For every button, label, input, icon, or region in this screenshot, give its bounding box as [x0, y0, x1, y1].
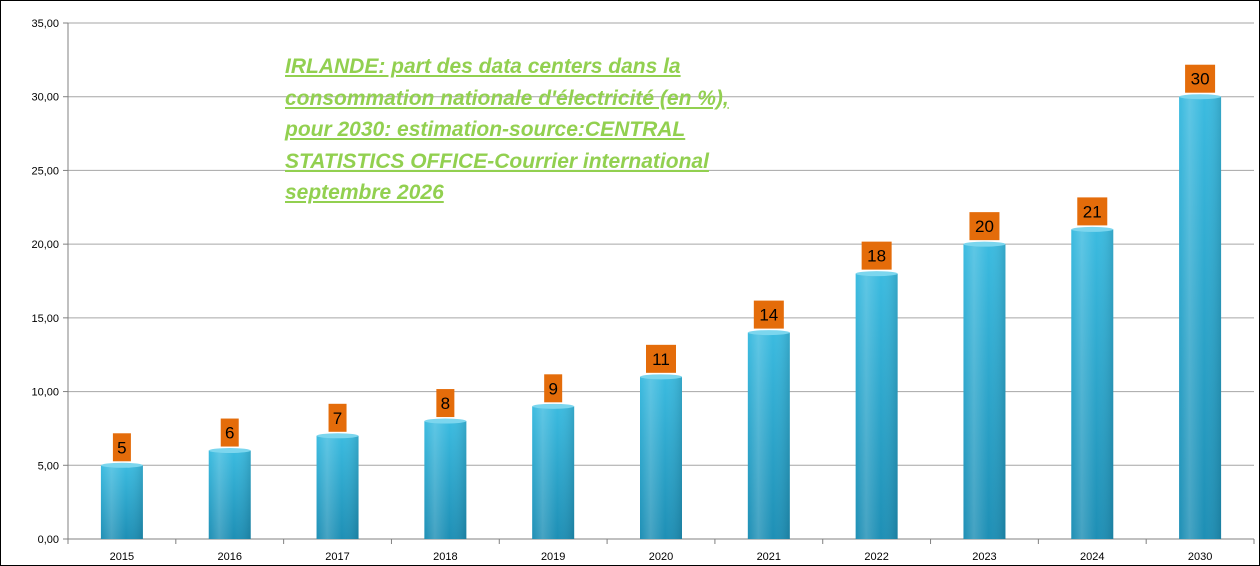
- bar-top-cap: [1071, 226, 1114, 232]
- data-label-box: [969, 212, 1000, 241]
- x-tick-label: 2017: [325, 551, 349, 563]
- bar-shading: [1179, 96, 1222, 539]
- data-label-box: [544, 374, 563, 403]
- bar-top-cap: [855, 271, 898, 277]
- y-tick-label: 35,00: [31, 18, 59, 30]
- x-tick-label: 2020: [649, 551, 673, 563]
- gridlines: [68, 22, 1254, 466]
- y-tick-label: 20,00: [31, 239, 59, 251]
- y-tick-label: 5,00: [38, 460, 59, 472]
- bar-top-cap: [963, 241, 1006, 247]
- y-tick-label: 0,00: [38, 534, 59, 546]
- chart-title: IRLANDE: part des data centers dans la c…: [285, 55, 729, 204]
- bar-shading: [855, 273, 898, 539]
- data-label: 21: [1083, 202, 1102, 221]
- data-label: 18: [867, 247, 886, 266]
- data-label: 9: [548, 379, 557, 398]
- bar-shading: [208, 450, 251, 539]
- bar-top-cap: [100, 462, 143, 468]
- y-tick-label: 25,00: [31, 165, 59, 177]
- x-tick-label: 2030: [1188, 551, 1212, 563]
- x-tick-label: 2016: [217, 551, 241, 563]
- bar-top-cap: [747, 330, 790, 336]
- data-label-box: [646, 344, 676, 373]
- y-tick-label: 30,00: [31, 92, 59, 104]
- bar-top-cap: [208, 448, 251, 454]
- bar-top-cap: [424, 418, 467, 424]
- x-tick-label: 2024: [1080, 551, 1104, 563]
- bar-top-cap: [316, 433, 359, 439]
- bar-top-cap: [640, 374, 682, 380]
- bar-shading: [100, 465, 143, 539]
- y-axis-tick-labels: 0,00 5,00 10,00 15,00 20,00 25,00 30,00 35,00: [31, 18, 59, 546]
- bar-shading: [1071, 229, 1114, 539]
- x-tick-label: 2019: [541, 551, 565, 563]
- data-label-box: [861, 241, 892, 270]
- data-label-box: [220, 418, 239, 447]
- bar-shading: [316, 435, 359, 539]
- data-labels: 5 6 7 8 9 11 14 18 20 21 30: [112, 64, 1216, 462]
- x-tick-label: 2022: [864, 551, 888, 563]
- x-tick-label: 2018: [433, 551, 457, 563]
- y-tick-label: 10,00: [31, 387, 59, 399]
- data-label-box: [112, 433, 131, 462]
- data-label: 5: [117, 438, 126, 457]
- data-label: 6: [225, 424, 234, 443]
- y-tick-label: 15,00: [31, 313, 59, 325]
- data-label-box: [1185, 64, 1216, 93]
- data-label-box: [436, 389, 455, 418]
- data-label-box: [1077, 197, 1108, 226]
- data-label: 8: [441, 394, 450, 413]
- data-label: 14: [759, 306, 778, 325]
- x-tick-label: 2015: [110, 551, 134, 563]
- bars: [100, 94, 1222, 539]
- bar-shading: [963, 244, 1006, 539]
- data-label: 7: [333, 409, 342, 428]
- data-label-box: [328, 403, 347, 432]
- data-label-box: [753, 300, 784, 329]
- data-label: 11: [652, 350, 670, 369]
- bar-top-cap: [532, 403, 575, 409]
- bar-shading: [640, 376, 682, 539]
- bar-shading: [747, 332, 790, 539]
- bar-shading: [424, 421, 467, 539]
- data-label: 20: [975, 217, 994, 236]
- x-tick-label: 2021: [757, 551, 781, 563]
- x-tick-label: 2023: [972, 551, 996, 563]
- data-label: 30: [1191, 70, 1210, 89]
- bar-top-cap: [1179, 94, 1222, 100]
- x-axis-tick-labels: 2015 2016 2017 2018 2019 2020 2021 2022 2023 2024…: [110, 551, 1213, 563]
- bar-shading: [532, 406, 575, 539]
